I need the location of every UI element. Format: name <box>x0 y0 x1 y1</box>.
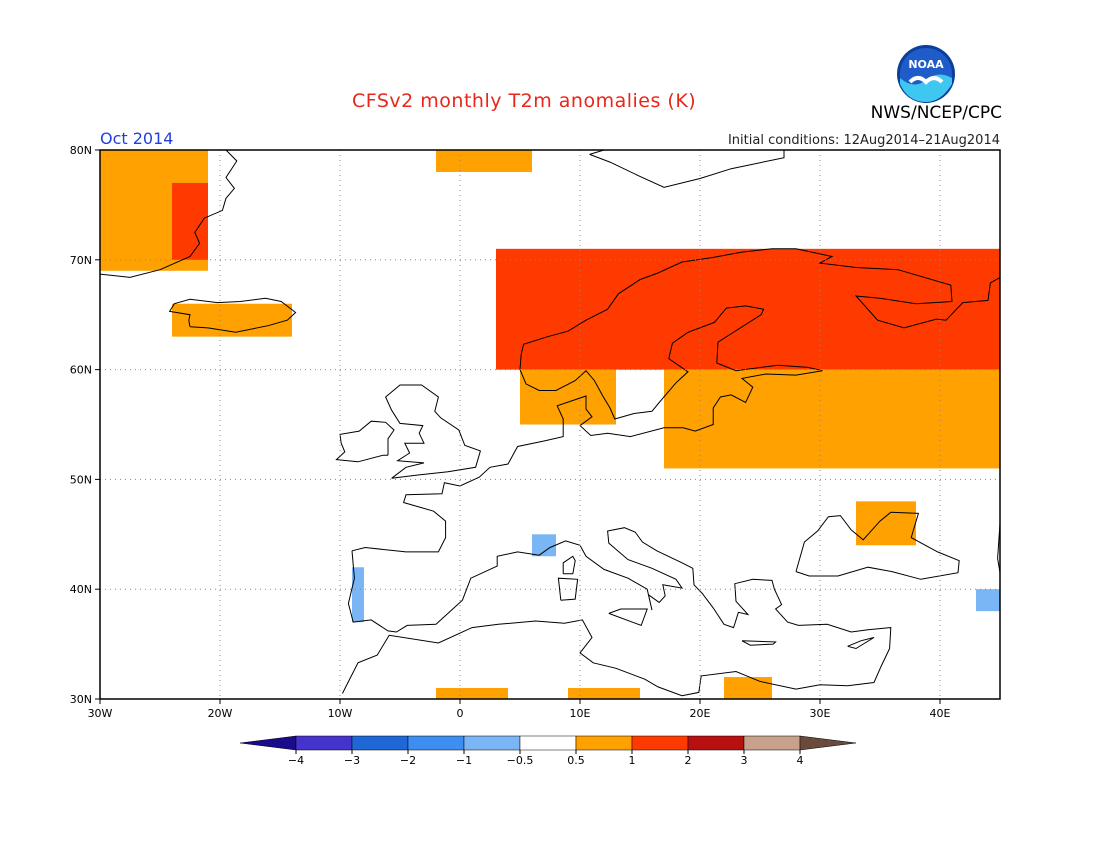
anomaly-cell <box>568 688 640 699</box>
lon-tick-label: 40E <box>930 707 951 720</box>
coastline <box>608 608 648 627</box>
coastline <box>335 420 395 463</box>
coastline <box>741 640 777 646</box>
coastline <box>384 384 482 479</box>
colorbar-swatch <box>575 735 633 751</box>
anomaly-cell <box>520 369 616 425</box>
anomaly-fills <box>100 150 1000 699</box>
anomaly-cell <box>664 369 1000 469</box>
forecast-period: Oct 2014 <box>100 129 174 148</box>
colorbar-label: −0.5 <box>507 754 534 767</box>
coastline <box>168 297 297 333</box>
anomaly-cell <box>172 303 292 337</box>
lon-tick-label: 10E <box>570 707 591 720</box>
colorbar-label: 4 <box>797 754 804 767</box>
colorbar-label: −2 <box>400 754 416 767</box>
colorbar: −4 −3 −2 −1 −0.5 0.5 1 2 3 4 <box>239 735 857 767</box>
noaa-logo-icon: NOAA <box>897 45 955 103</box>
colorbar-label: −3 <box>344 754 360 767</box>
lon-tick-label: 10W <box>328 707 353 720</box>
anomaly-cell <box>856 501 916 546</box>
colorbar-swatch <box>631 735 689 751</box>
lat-tick-label: 50N <box>70 473 92 486</box>
logo-text: NOAA <box>908 58 944 71</box>
agency-label: NWS/NCEP/CPC <box>870 103 1002 123</box>
colorbar-label: 2 <box>685 754 692 767</box>
colorbar-swatch <box>463 735 521 751</box>
lon-tick-label: 30E <box>810 707 831 720</box>
coastline <box>99 149 238 278</box>
colorbar-swatch <box>351 735 409 751</box>
coastline <box>341 527 892 697</box>
grid-lines <box>100 150 1000 699</box>
initial-conditions: Initial conditions: 12Aug2014–21Aug2014 <box>727 133 1000 148</box>
anomaly-cell <box>436 688 508 699</box>
colorbar-label: −4 <box>288 754 304 767</box>
coastline <box>351 248 1001 553</box>
lon-tick-label: 30W <box>88 707 113 720</box>
anomaly-cell <box>976 589 1000 612</box>
colorbar-label: 3 <box>741 754 748 767</box>
colorbar-under-triangle <box>239 735 297 751</box>
colorbar-over-triangle <box>799 735 857 751</box>
coastline <box>557 577 579 601</box>
lon-tick-label: 20W <box>208 707 233 720</box>
anomaly-cell <box>496 248 676 370</box>
anomaly-cell <box>724 677 772 699</box>
lat-tick-label: 70N <box>70 254 92 267</box>
map-title: CFSv2 monthly T2m anomalies (K) <box>352 90 697 112</box>
lat-axis: 80N 70N 60N 50N 40N 30N <box>70 144 100 706</box>
lon-tick-label: 20E <box>690 707 711 720</box>
lon-axis: 30W 20W 10W 0 10E 20E 30E 40E <box>88 699 951 720</box>
colorbar-swatch <box>687 735 745 751</box>
colorbar-swatch <box>743 735 801 751</box>
anomaly-cell <box>436 150 532 172</box>
anomaly-cell <box>352 567 364 623</box>
lat-tick-label: 80N <box>70 144 92 157</box>
lat-tick-label: 30N <box>70 693 92 706</box>
anomaly-cell <box>532 534 556 557</box>
coastline <box>847 637 875 650</box>
colorbar-label: 0.5 <box>567 754 585 767</box>
lon-tick-label: 0 <box>457 707 464 720</box>
colorbar-swatch <box>519 735 577 751</box>
colorbar-label: 1 <box>629 754 636 767</box>
coastline <box>795 511 960 580</box>
lat-tick-label: 60N <box>70 364 92 377</box>
colorbar-label: −1 <box>456 754 472 767</box>
map-frame <box>99 149 1001 700</box>
lat-tick-label: 40N <box>70 583 92 596</box>
anomaly-cell <box>676 248 1000 370</box>
colorbar-swatch <box>295 735 353 751</box>
coastline <box>589 149 785 188</box>
coastline <box>562 555 576 575</box>
colorbar-swatch <box>407 735 465 751</box>
